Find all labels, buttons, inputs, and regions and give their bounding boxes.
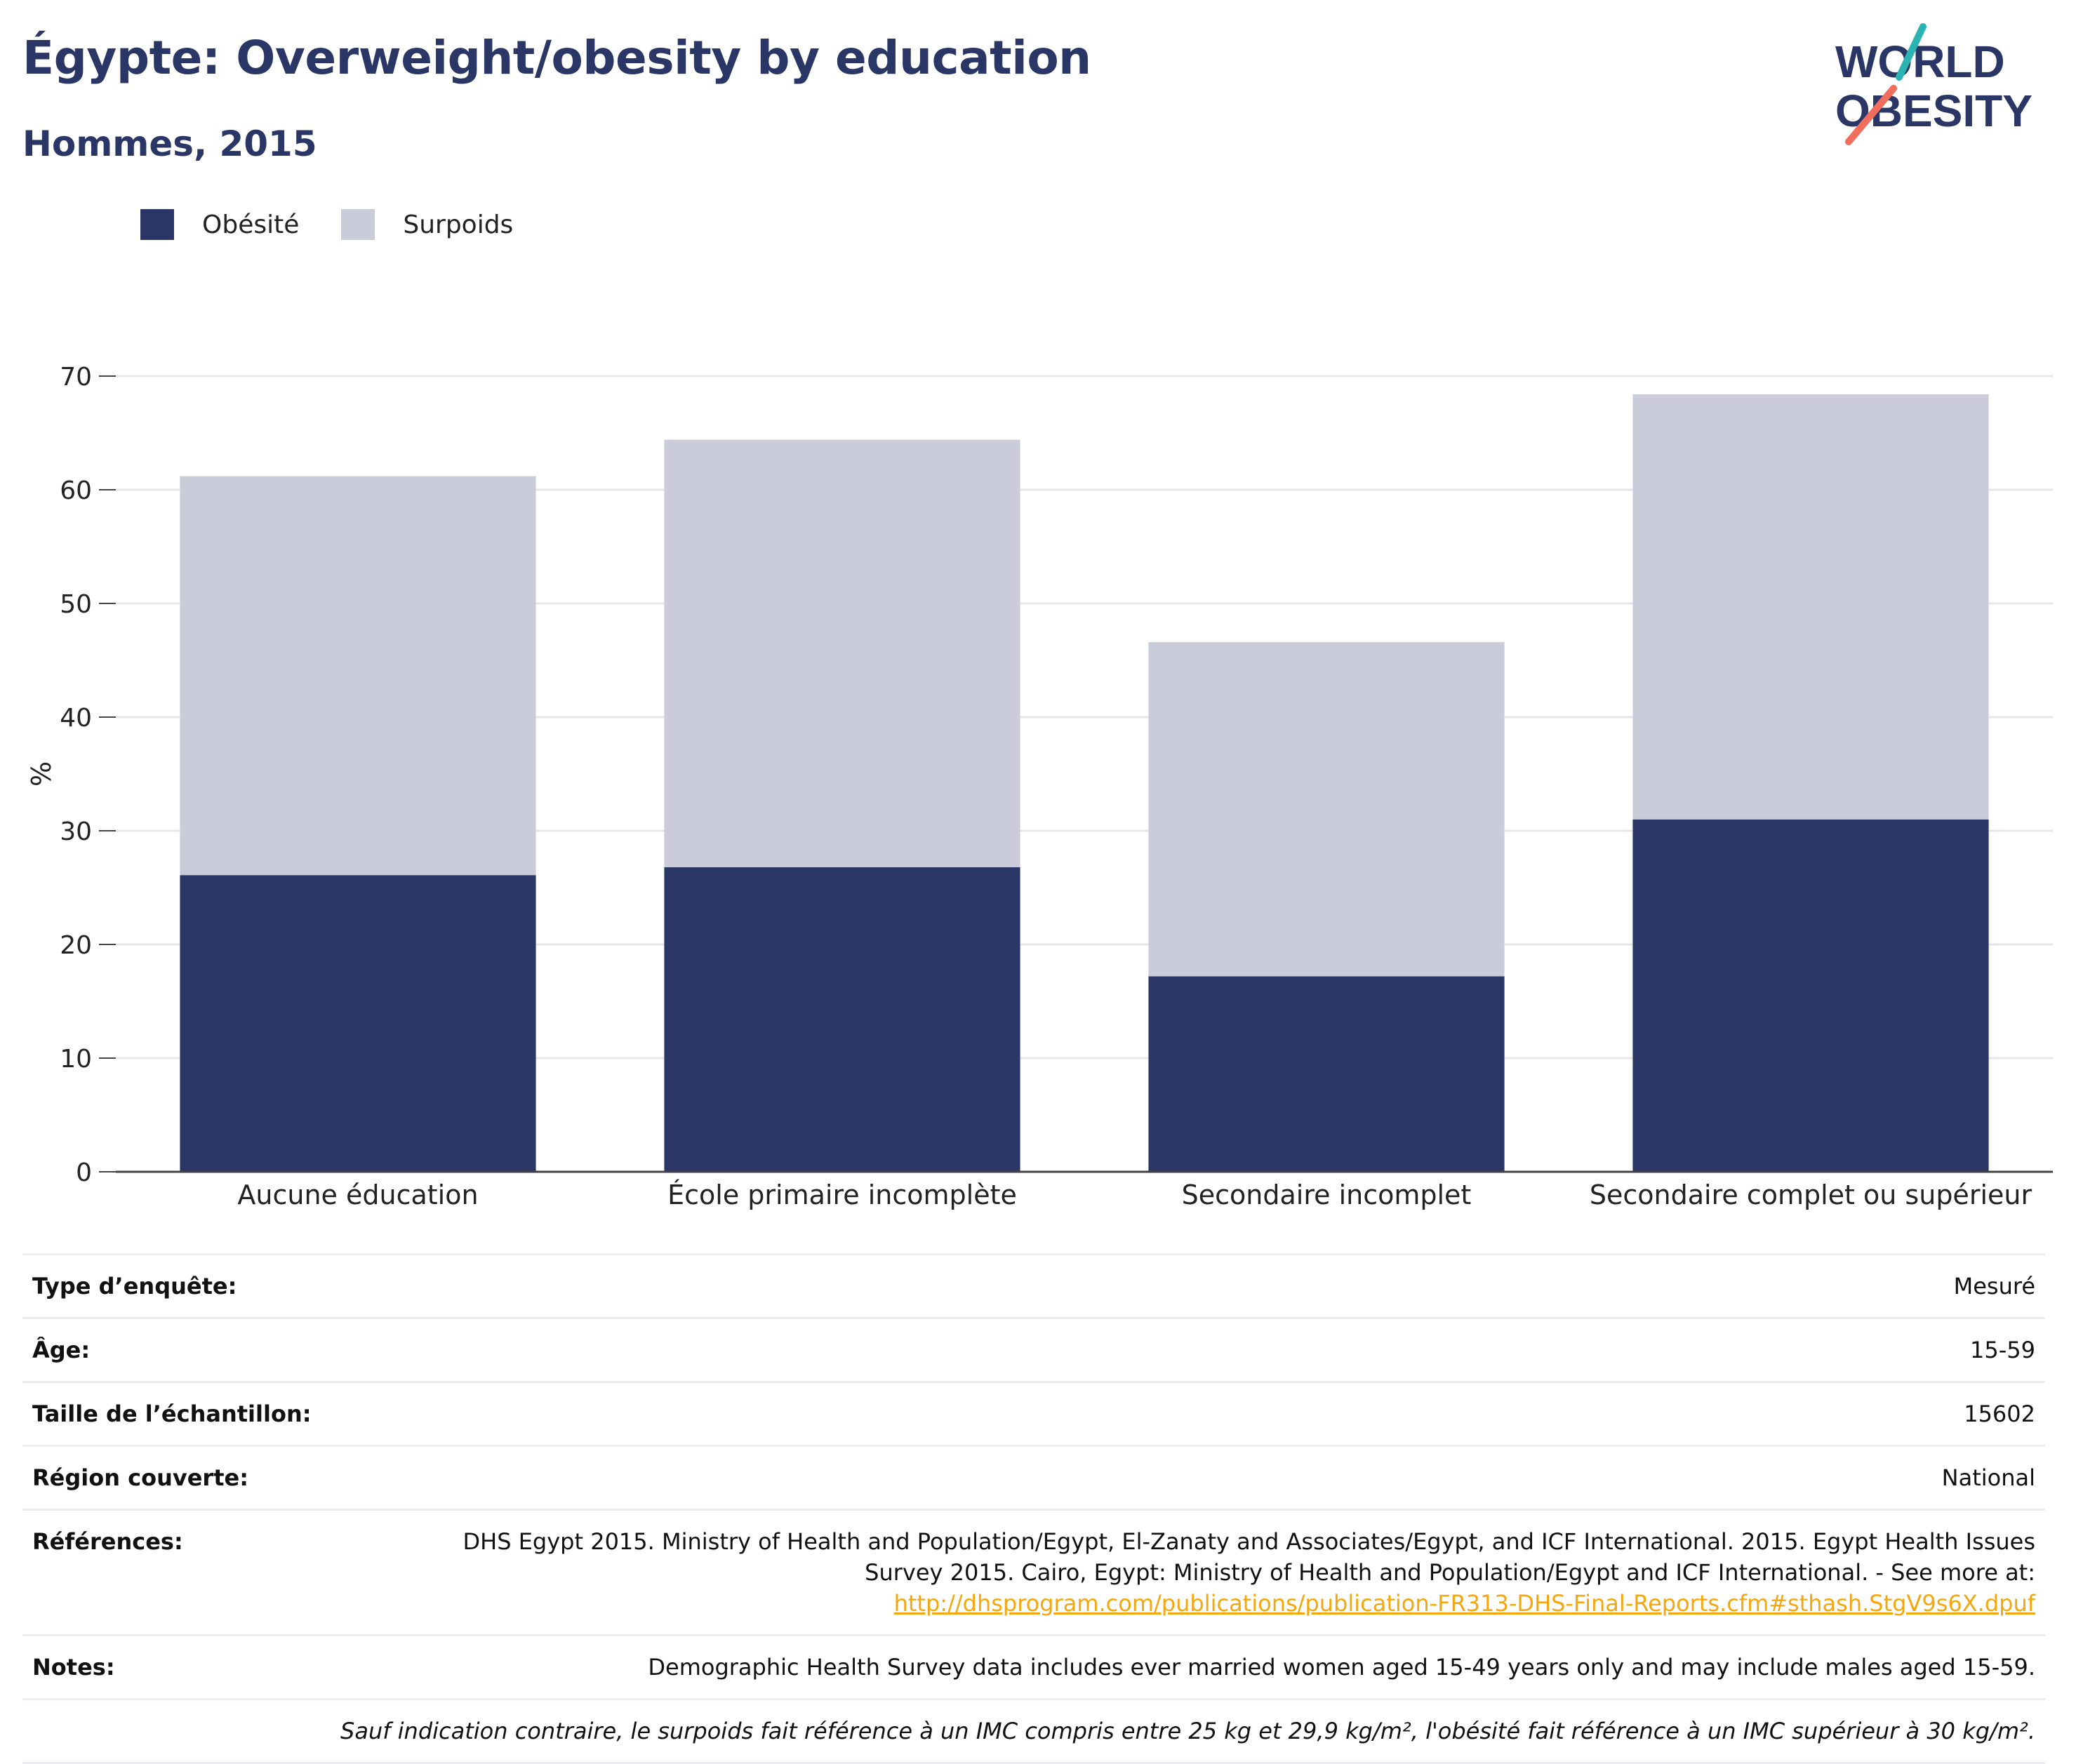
- y-tick-label: 10: [60, 1045, 92, 1074]
- notes-value: Demographic Health Survey data includes …: [407, 1634, 2045, 1700]
- page-title: Égypte: Overweight/obesity by education: [22, 31, 1091, 85]
- notes-label: Notes:: [22, 1634, 407, 1700]
- info-value: 15-59: [407, 1317, 2045, 1383]
- info-value: National: [407, 1445, 2045, 1511]
- info-label: Type d’enquête:: [22, 1253, 407, 1319]
- y-tick-label: 60: [60, 476, 92, 505]
- chart-legend: Obésité Surpoids: [140, 209, 555, 240]
- legend-item-surpoids: Surpoids: [341, 209, 513, 240]
- references-label: Références:: [22, 1509, 407, 1636]
- footnote-row: Sauf indication contraire, le surpoids f…: [22, 1698, 2045, 1764]
- world-obesity-logo: WORLD OBESITY: [1835, 23, 2032, 145]
- info-value: Mesuré: [407, 1253, 2045, 1319]
- table-row: Région couverte: National: [22, 1445, 2045, 1511]
- legend-swatch-surpoids: [341, 209, 375, 240]
- legend-label-surpoids: Surpoids: [403, 210, 514, 239]
- x-tick-label: Secondaire incomplet: [1182, 1180, 1472, 1210]
- references-link[interactable]: http://dhsprogram.com/publications/publi…: [893, 1590, 2035, 1617]
- bar-obesite: [664, 867, 1020, 1172]
- bar-surpoids: [664, 439, 1020, 867]
- y-tick-label: 70: [60, 363, 92, 392]
- bar-surpoids: [1148, 642, 1505, 977]
- bar-obesite: [180, 875, 536, 1172]
- y-tick-label: 40: [60, 704, 92, 733]
- references-value: DHS Egypt 2015. Ministry of Health and P…: [407, 1509, 2045, 1636]
- y-tick-label: 20: [60, 931, 92, 960]
- logo-slash-coral: [1845, 85, 1897, 145]
- x-tick-label: École primaire incomplète: [667, 1180, 1017, 1210]
- y-tick-label: 30: [60, 817, 92, 846]
- bar-surpoids: [180, 476, 536, 876]
- y-axis-label: %: [26, 761, 57, 787]
- table-row: Âge: 15-59: [22, 1317, 2045, 1383]
- logo-slash-teal: [1896, 23, 1927, 81]
- bar-surpoids: [1632, 394, 1989, 820]
- stacked-bar-chart: 0 10 20 30 40 50 60 70% Aucune éducation École pr…: [26, 363, 2053, 1210]
- footnote: Sauf indication contraire, le surpoids f…: [22, 1698, 2045, 1764]
- legend-item-obesite: Obésité: [140, 209, 299, 240]
- logo-line2: OBESITY: [1835, 86, 2032, 136]
- notes-row: Notes: Demographic Health Survey data inc…: [22, 1634, 2045, 1700]
- survey-info-table: Type d’enquête: Mesuré Âge: 15-59 Taille de …: [22, 1253, 2045, 1764]
- x-tick-label: Secondaire complet ou supérieur: [1590, 1180, 2032, 1210]
- legend-label-obesite: Obésité: [202, 210, 300, 239]
- references-row: Références: DHS Egypt 2015. Ministry of H…: [22, 1509, 2045, 1636]
- y-tick-label: 0: [76, 1158, 92, 1187]
- x-tick-label: Aucune éducation: [237, 1180, 478, 1210]
- logo-line1: WORLD: [1835, 36, 2005, 87]
- info-label: Taille de l’échantillon:: [22, 1381, 407, 1447]
- page-subtitle: Hommes, 2015: [22, 123, 317, 164]
- bar-obesite: [1632, 819, 1989, 1172]
- table-row: Taille de l’échantillon: 15602: [22, 1381, 2045, 1447]
- table-row: Type d’enquête: Mesuré: [22, 1253, 2045, 1319]
- info-label: Région couverte:: [22, 1445, 407, 1511]
- y-tick-label: 50: [60, 590, 92, 619]
- bar-obesite: [1148, 976, 1505, 1172]
- survey-info-body: Type d’enquête: Mesuré Âge: 15-59 Taille de …: [22, 1253, 2045, 1764]
- legend-swatch-obesite: [140, 209, 174, 240]
- references-text: DHS Egypt 2015. Ministry of Health and P…: [463, 1528, 2035, 1586]
- info-label: Âge:: [22, 1317, 407, 1383]
- info-value: 15602: [407, 1381, 2045, 1447]
